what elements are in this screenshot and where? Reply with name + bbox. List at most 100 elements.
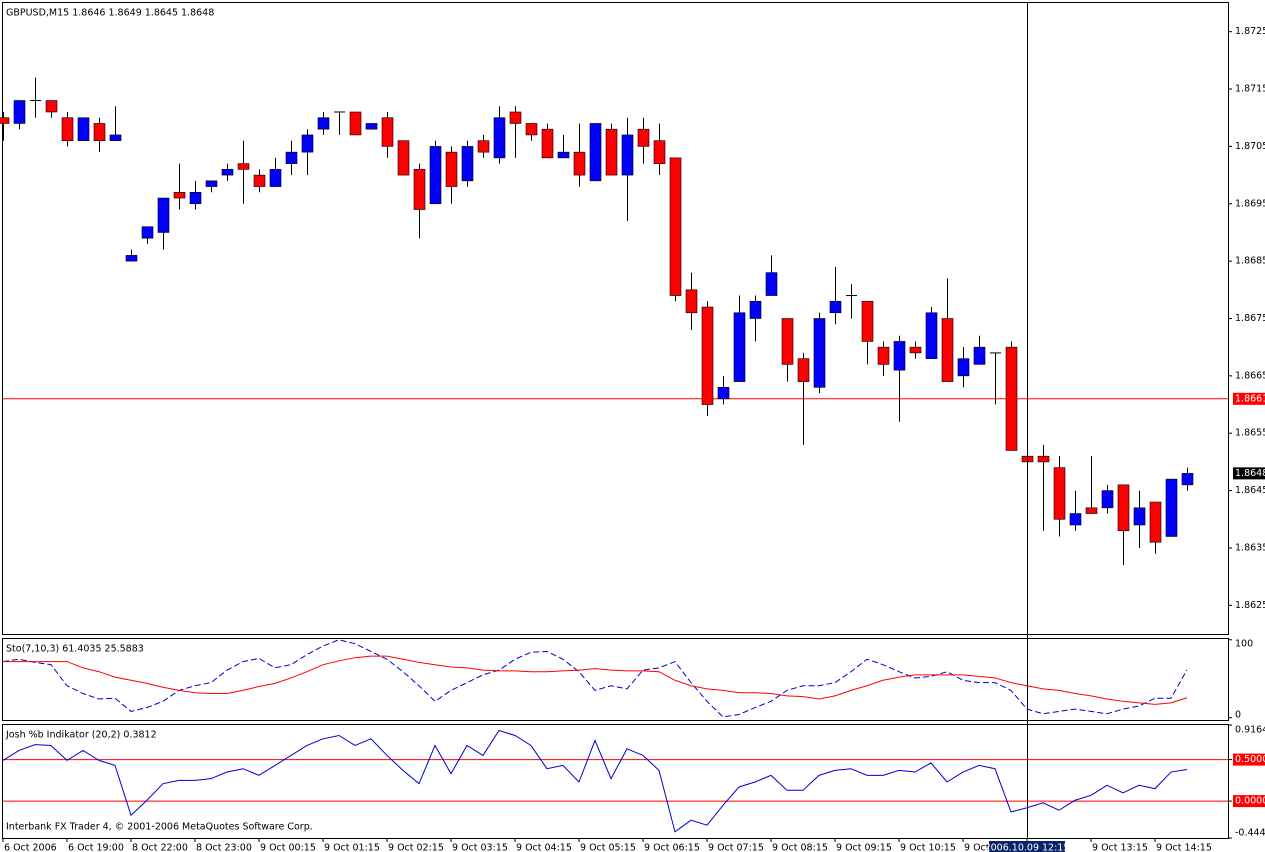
y-tick-label: 1.8655 — [1235, 428, 1265, 439]
stochastic-panel-frame — [2, 638, 1229, 721]
level-label-box — [1233, 753, 1265, 766]
candle-body — [189, 192, 202, 205]
candle-body — [765, 272, 778, 296]
candle-body — [557, 151, 570, 159]
footer-copyright: Interbank FX Trader 4, © 2001-2006 MetaQ… — [6, 822, 313, 833]
candle-body — [461, 146, 474, 182]
candle-body — [717, 387, 730, 400]
indicator-line — [2, 729, 1188, 833]
candle-body — [1117, 484, 1130, 532]
x-tick-label: 9 Oct 08:15 — [772, 843, 828, 852]
indicator-line — [3, 655, 1188, 705]
y-tick-label: 0 — [1235, 710, 1241, 721]
x-tick-label: 8 Oct 23:00 — [196, 843, 252, 852]
candle-body — [61, 117, 74, 141]
candle-body — [781, 318, 794, 365]
candle-body — [269, 169, 282, 187]
y-tick-label: 1.8665 — [1235, 370, 1265, 381]
x-tick-label: 9 Oct 05:15 — [580, 843, 636, 852]
candle-body — [349, 111, 362, 136]
crosshair-time-label: 2006.10.09 12:15 — [985, 843, 1070, 852]
level-label-box — [1233, 795, 1265, 808]
candle-body — [1069, 513, 1082, 526]
candle-body — [621, 134, 634, 176]
candle-body — [141, 226, 154, 239]
y-tick-label: 0.5000 — [1235, 754, 1265, 765]
candle-body — [381, 117, 394, 147]
candle-body — [925, 312, 938, 359]
candle-body — [973, 346, 986, 365]
x-tick-label: 9 Oct 03:15 — [452, 843, 508, 852]
y-tick-label: 1.8635 — [1235, 542, 1265, 553]
candle-body — [1085, 507, 1098, 514]
candle-body — [941, 318, 954, 382]
percent-b-panel-frame — [2, 724, 1229, 839]
candle-body — [605, 128, 618, 176]
candle-body — [285, 151, 298, 164]
x-tick-label: 9 Oct 14:15 — [1156, 843, 1212, 852]
candle-body — [749, 300, 762, 319]
candle-body — [221, 169, 234, 176]
x-tick-label: 6 Oct 2006 — [4, 843, 57, 852]
candle-body — [253, 174, 266, 187]
y-tick-label: 1.8725 — [1235, 26, 1265, 37]
candle-body — [109, 134, 122, 141]
candle-body — [829, 300, 842, 314]
y-tick-label: 0.0000 — [1235, 796, 1265, 807]
candle-body — [541, 128, 554, 159]
candle-body — [77, 117, 90, 141]
candle-body — [1165, 478, 1178, 537]
candle-body — [0, 117, 10, 124]
y-tick-label: 100 — [1235, 639, 1253, 650]
candle-body — [1053, 467, 1066, 520]
candle-body — [685, 289, 698, 314]
candle-body — [93, 123, 106, 141]
candle-body — [733, 312, 746, 382]
x-tick-label: 9 Oct 04:15 — [516, 843, 572, 852]
x-tick-label: 9 Oct 10:15 — [900, 843, 956, 852]
y-tick-label: 1.8645 — [1235, 485, 1265, 496]
y-tick-label: 1.8695 — [1235, 198, 1265, 209]
candle-body — [653, 140, 666, 164]
candle-body — [509, 111, 522, 124]
price-level-label: 1.8661 — [1235, 393, 1265, 404]
candle-body — [957, 358, 970, 377]
x-tick-label: 9 Oct 09:15 — [836, 843, 892, 852]
x-tick-label: 9 Oct 13:15 — [1092, 843, 1148, 852]
candle-body — [237, 163, 250, 170]
candle-body — [1005, 346, 1018, 451]
candle-body — [317, 117, 330, 130]
candle-body — [397, 140, 410, 176]
crosshair-time-box — [989, 841, 1065, 852]
candle-body — [365, 123, 378, 130]
indicator-line — [2, 639, 1188, 718]
x-tick-label: 9 Oct 00:15 — [260, 843, 316, 852]
x-tick-label: 9 Oct 06:15 — [644, 843, 700, 852]
candle-body — [909, 346, 922, 354]
candle-body — [1149, 501, 1162, 543]
price-level-box — [1233, 392, 1265, 405]
candle-body — [861, 300, 874, 342]
x-tick-label: 9 Oct 01:15 — [324, 843, 380, 852]
panel-title: GBPUSD,M15 1.8646 1.8649 1.8645 1.8648 — [6, 8, 214, 19]
candle-body — [157, 197, 170, 233]
candle-body — [797, 358, 810, 382]
candle-body — [525, 123, 538, 136]
candle-body — [1037, 455, 1050, 463]
panel-title: Josh %b Indikator (20,2) 0.3812 — [5, 730, 157, 741]
candle-body — [589, 123, 602, 182]
panel-title: Sto(7,10,3) 61.4035 25.5883 — [6, 644, 144, 655]
y-tick-label: 1.8715 — [1235, 84, 1265, 95]
candle-body — [445, 151, 458, 187]
candle-body — [413, 169, 426, 210]
candle-body — [13, 100, 26, 124]
last-price-label: 1.8648 — [1235, 468, 1265, 479]
candle-body — [893, 341, 906, 371]
x-tick-label: 9 Oct 07:15 — [708, 843, 764, 852]
y-tick-label: 0.9164 — [1235, 725, 1265, 736]
candle-body — [125, 255, 138, 262]
candle-body — [429, 146, 442, 205]
last-price-box — [1233, 467, 1265, 480]
candle-body — [1181, 473, 1194, 486]
candle-body — [477, 140, 490, 153]
